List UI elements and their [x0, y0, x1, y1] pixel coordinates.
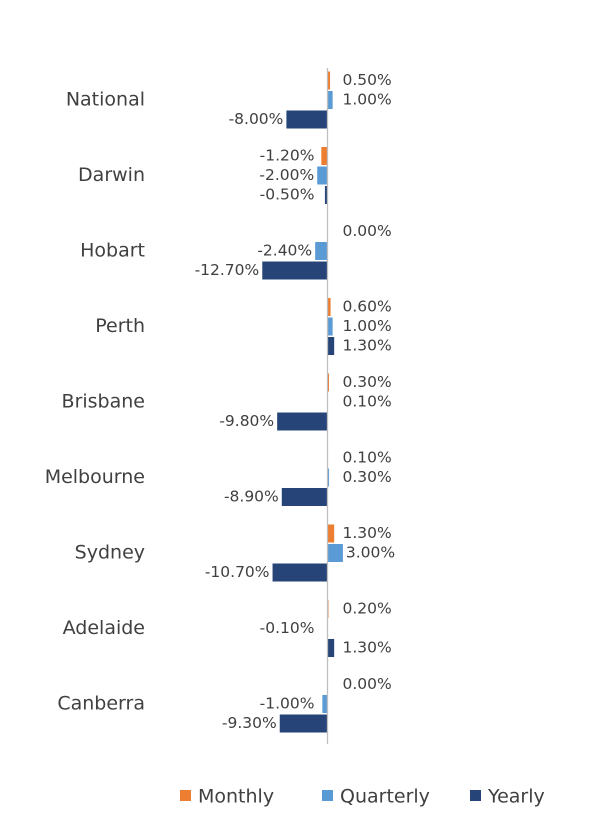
bar: [315, 242, 328, 260]
bar: [324, 186, 328, 204]
bar: [327, 317, 333, 336]
bar: [327, 71, 331, 90]
value-label: -1.00%: [260, 695, 315, 713]
category-label: Adelaide: [63, 617, 145, 639]
legend-label: Monthly: [198, 786, 274, 808]
bar: [322, 695, 328, 713]
bar: [327, 337, 335, 355]
value-label: -9.80%: [219, 412, 274, 430]
category-label: Hobart: [80, 240, 145, 262]
category-label: Melbourne: [45, 466, 145, 488]
value-label: -0.50%: [260, 186, 315, 204]
category-label: Sydney: [75, 542, 145, 564]
bar: [327, 524, 335, 543]
bar: [272, 563, 328, 582]
value-label: -8.00%: [229, 110, 284, 128]
value-label: 1.30%: [342, 639, 391, 657]
value-label: 0.10%: [342, 393, 391, 411]
legend-label: Quarterly: [340, 786, 430, 808]
bar: [277, 412, 328, 431]
legend-label: Yearly: [487, 786, 545, 808]
value-label: 3.00%: [346, 544, 395, 562]
category-label: Darwin: [78, 164, 145, 186]
value-label: 1.00%: [342, 91, 391, 109]
bar: [281, 488, 328, 506]
value-label: 0.20%: [342, 600, 391, 618]
value-label: 0.30%: [342, 468, 391, 486]
value-label: -0.10%: [260, 619, 315, 637]
legend-swatch: [180, 790, 191, 801]
value-label: -1.20%: [260, 147, 315, 165]
bar: [327, 373, 330, 392]
value-label: -2.40%: [257, 242, 312, 260]
category-label: Perth: [95, 315, 145, 337]
value-label: 0.60%: [342, 298, 391, 316]
value-label: 1.00%: [342, 317, 391, 335]
legend-swatch: [322, 790, 333, 801]
value-label: 0.00%: [342, 222, 391, 240]
value-label: -12.70%: [195, 261, 260, 279]
value-label: 0.10%: [342, 449, 391, 467]
value-label: 1.30%: [342, 524, 391, 542]
legend-swatch: [470, 790, 481, 801]
category-label: Canberra: [57, 693, 145, 715]
bar: [327, 544, 343, 562]
value-label: -9.30%: [222, 714, 277, 732]
value-label: -2.00%: [259, 166, 314, 184]
bar: [327, 91, 333, 109]
value-label: 1.30%: [342, 337, 391, 355]
bar: [317, 166, 328, 185]
value-label: 0.30%: [342, 373, 391, 391]
value-label: -8.90%: [224, 488, 279, 506]
bar: [262, 261, 328, 280]
value-label: 0.50%: [342, 71, 391, 89]
bar: [286, 110, 328, 129]
value-label: 0.00%: [342, 675, 391, 693]
value-label: -10.70%: [205, 563, 270, 581]
category-label: Brisbane: [62, 391, 145, 413]
bar: [321, 147, 328, 165]
bar: [327, 639, 335, 657]
category-label: National: [66, 89, 145, 111]
bar: [279, 714, 328, 733]
bar: [327, 298, 331, 316]
bar: [327, 468, 330, 487]
